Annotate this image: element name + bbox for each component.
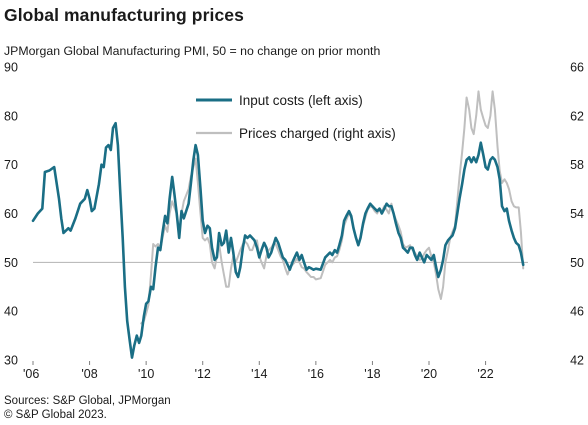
right-axis-tick-label: 66 xyxy=(570,61,584,75)
x-axis-tick-label: '18 xyxy=(364,367,380,381)
left-axis-tick-label: 70 xyxy=(4,158,18,172)
right-axis-tick-label: 50 xyxy=(570,256,584,270)
axis-layer: 30 40 50 60 70 80 90 42 46 50 54 58 62 66 '06 '08 '10 '12… xyxy=(4,61,584,382)
legend-item-prices-charged: Prices charged (right axis) xyxy=(196,126,396,141)
x-axis-tick-label: '20 xyxy=(421,367,437,381)
right-axis-tick-label: 42 xyxy=(570,354,584,368)
legend-label: Input costs (left axis) xyxy=(239,93,363,108)
copyright-text: © S&P Global 2023. xyxy=(4,409,107,421)
left-axis-tick-label: 50 xyxy=(4,256,18,270)
x-axis-tick-label: '10 xyxy=(138,367,154,381)
chart-subtitle: JPMorgan Global Manufacturing PMI, 50 = … xyxy=(4,44,381,58)
legend: Input costs (left axis) Prices charged (r… xyxy=(196,93,396,141)
series-line-input-costs xyxy=(31,121,525,359)
left-axis-tick-label: 80 xyxy=(4,109,18,123)
x-axis-tick-label: '08 xyxy=(81,367,97,381)
source-note: Sources: S&P Global, JPMorgan © S&P Glob… xyxy=(4,394,171,422)
x-axis-tick-label: '06 xyxy=(23,367,39,381)
left-axis-tick-label: 60 xyxy=(4,207,18,221)
chart-title: Global manufacturing prices xyxy=(4,5,244,25)
legend-item-input-costs: Input costs (left axis) xyxy=(196,93,363,108)
series-line-prices-charged xyxy=(140,90,525,325)
left-axis-tick-label: 30 xyxy=(4,354,18,368)
x-axis-tick-label: '22 xyxy=(477,367,493,381)
series-layer xyxy=(31,90,525,359)
left-axis-tick-label: 40 xyxy=(4,305,18,319)
right-axis-tick-label: 62 xyxy=(570,109,584,123)
right-axis-tick-label: 54 xyxy=(570,207,584,221)
right-axis-tick-label: 46 xyxy=(570,305,584,319)
left-axis-tick-label: 90 xyxy=(4,61,18,75)
x-axis-tick-label: '16 xyxy=(308,367,324,381)
x-axis-tick-label: '14 xyxy=(251,367,267,381)
x-axis-tick-label: '12 xyxy=(195,367,211,381)
sources-text: Sources: S&P Global, JPMorgan xyxy=(4,395,171,407)
right-axis-tick-label: 58 xyxy=(570,158,584,172)
legend-label: Prices charged (right axis) xyxy=(239,126,396,141)
